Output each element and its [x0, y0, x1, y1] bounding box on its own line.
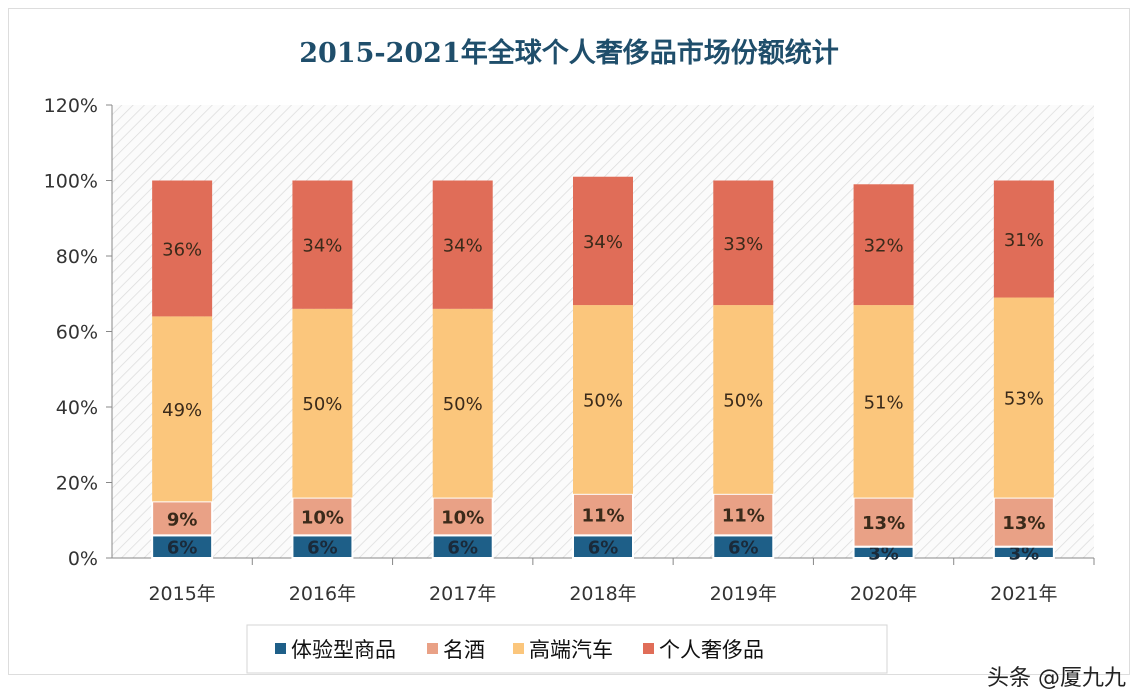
data-label: 13%: [1002, 513, 1045, 534]
y-tick-label: 120%: [44, 95, 98, 117]
bar-segment: [712, 492, 775, 537]
chart-title: 2015-2021年全球个人奢侈品市场份额统计: [299, 37, 839, 69]
data-label: 3%: [868, 543, 899, 564]
bar-segment: [291, 496, 354, 537]
legend-swatch: [513, 643, 524, 654]
bar-segment: [152, 316, 213, 502]
bar-segment: [853, 184, 914, 306]
x-tick-label: 2018年: [569, 583, 636, 605]
data-label: 36%: [162, 239, 202, 260]
legend-swatch: [427, 643, 438, 654]
y-tick-label: 100%: [44, 171, 98, 193]
legend-box: [246, 624, 888, 674]
data-label: 31%: [1004, 230, 1044, 251]
data-label: 11%: [722, 506, 765, 527]
x-tick-label: 2016年: [289, 583, 356, 605]
bar-segment: [432, 180, 493, 309]
data-label: 33%: [723, 234, 763, 255]
data-label: 11%: [581, 506, 624, 527]
data-label: 50%: [723, 390, 763, 411]
bar-segment: [713, 180, 774, 306]
data-label: 10%: [441, 507, 484, 528]
y-tick-label: 0%: [68, 548, 98, 570]
bar-segment: [573, 176, 633, 306]
bar-segment: [152, 180, 213, 317]
data-label: 53%: [1004, 389, 1044, 410]
bar-segment: [292, 308, 353, 498]
data-label: 9%: [167, 509, 198, 530]
bar-segment: [432, 308, 493, 498]
data-label: 32%: [864, 236, 904, 257]
data-label: 3%: [1009, 543, 1040, 564]
legend-label: 个人奢侈品: [659, 638, 764, 662]
y-tick-label: 60%: [56, 322, 98, 344]
legend-label: 名酒: [443, 638, 485, 662]
x-tick-label: 2021年: [990, 583, 1057, 605]
y-tick-label: 80%: [56, 246, 98, 268]
bar-segment: [573, 305, 633, 494]
bar-segment: [572, 492, 634, 537]
bar-segment: [993, 297, 1054, 498]
bar-segment: [992, 496, 1055, 548]
bar-segment: [853, 305, 914, 498]
x-tick-label: 2019年: [710, 583, 777, 605]
y-tick-label: 20%: [56, 473, 98, 495]
x-tick-label: 2017年: [429, 583, 496, 605]
data-label: 34%: [302, 236, 342, 257]
data-label: 6%: [447, 538, 478, 559]
legend-label: 体验型商品: [291, 638, 396, 662]
data-label: 51%: [864, 392, 904, 413]
data-label: 6%: [728, 538, 759, 559]
data-label: 50%: [583, 390, 623, 411]
data-label: 6%: [307, 538, 338, 559]
bar-segment: [713, 305, 774, 494]
bar-segment: [431, 496, 494, 537]
data-label: 6%: [588, 538, 619, 559]
x-tick-label: 2015年: [148, 583, 215, 605]
legend-swatch: [643, 643, 654, 654]
data-label: 34%: [443, 236, 483, 257]
legend-label: 高端汽车: [529, 638, 613, 662]
data-label: 50%: [302, 394, 342, 415]
data-label: 6%: [167, 538, 198, 559]
legend-swatch: [275, 643, 286, 654]
y-tick-label: 40%: [56, 397, 98, 419]
watermark: 头条 @厦九九: [987, 666, 1126, 691]
data-label: 49%: [162, 400, 202, 421]
bar-segment: [292, 180, 353, 309]
data-label: 50%: [443, 394, 483, 415]
bar-segment: [993, 180, 1054, 298]
data-label: 34%: [583, 232, 623, 253]
x-tick-label: 2020年: [850, 583, 917, 605]
data-label: 13%: [862, 513, 905, 534]
data-label: 10%: [301, 507, 344, 528]
